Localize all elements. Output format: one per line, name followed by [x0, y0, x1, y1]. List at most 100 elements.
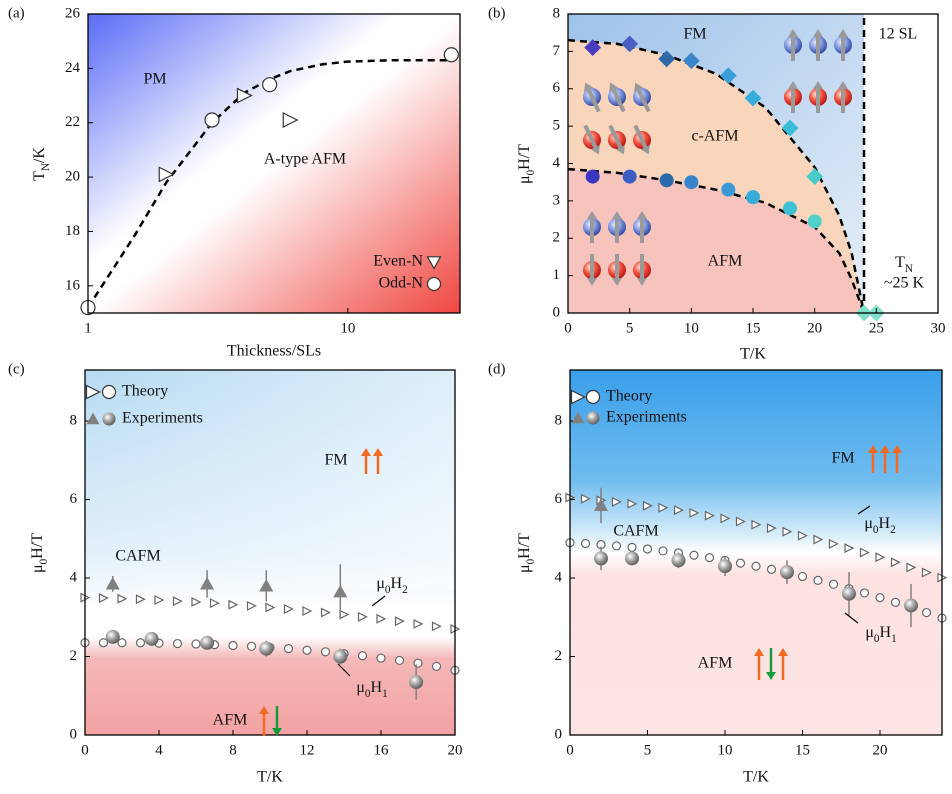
spin-arrow-group — [584, 82, 601, 113]
marker — [658, 50, 676, 68]
marker — [890, 557, 901, 568]
marker — [751, 561, 761, 571]
text-part: 0 — [873, 524, 879, 536]
marker — [265, 602, 276, 613]
spin-arrow-head — [766, 672, 776, 680]
spin-arrow — [586, 87, 601, 113]
marker — [144, 631, 159, 646]
text-part: 0 — [525, 558, 537, 564]
marker — [658, 546, 668, 556]
marker — [689, 507, 700, 518]
text-part: H/T — [516, 144, 533, 170]
marker — [204, 112, 220, 128]
spin-arrow-group — [634, 82, 651, 113]
text-part: 0 — [385, 584, 391, 596]
marker — [622, 169, 637, 184]
marker — [890, 597, 901, 607]
marker — [673, 505, 684, 516]
spin-arrow — [583, 124, 598, 150]
spin-arrow-group — [788, 81, 798, 113]
marker — [394, 655, 405, 666]
marker — [98, 638, 109, 648]
marker — [844, 543, 855, 554]
spin-arrow-group — [813, 81, 823, 113]
boundary-line — [86, 58, 452, 309]
marker — [813, 534, 824, 545]
y-tick-label: 18 — [65, 223, 80, 239]
y-tick-label: 3 — [553, 192, 561, 208]
marker — [571, 411, 585, 424]
annotation: 12 SL — [879, 26, 918, 43]
panel-label: (a) — [8, 5, 25, 21]
marker — [85, 384, 101, 400]
marker — [236, 87, 253, 104]
text-part: N — [905, 263, 913, 275]
spin-arrow — [608, 124, 623, 150]
x-tick-label: 30 — [931, 320, 946, 336]
x-tick-label: 10 — [340, 320, 355, 336]
marker — [135, 638, 146, 648]
marker — [625, 551, 639, 566]
y-tick-label: 2 — [70, 648, 78, 664]
marker — [580, 538, 591, 549]
spin-arrow-group — [612, 211, 622, 243]
text-part: μ — [376, 575, 385, 592]
y-tick-label: 6 — [555, 491, 563, 507]
marker — [431, 661, 442, 671]
spin-arrow-head — [892, 445, 902, 453]
spin-arrow-head — [754, 648, 764, 656]
marker — [585, 389, 601, 405]
spin-arrow-head — [788, 81, 798, 89]
spin-arrow-head — [637, 211, 647, 219]
annotation: c-AFM — [691, 128, 738, 145]
marker — [333, 649, 348, 664]
y-tick-label: 24 — [65, 60, 81, 76]
spin-arrow-head — [813, 81, 823, 89]
y-tick-label: 7 — [553, 43, 561, 59]
marker — [735, 516, 746, 527]
marker — [611, 496, 622, 507]
marker — [580, 493, 591, 504]
y-axis-label: μ0H/T — [29, 533, 50, 573]
text-part: 1 — [382, 688, 388, 700]
marker — [807, 214, 822, 229]
marker — [783, 201, 797, 216]
spin-arrow-group — [637, 211, 647, 243]
marker — [642, 500, 653, 511]
legend-label: Odd-N — [379, 275, 424, 292]
marker — [586, 411, 600, 425]
marker — [735, 558, 746, 568]
marker — [875, 593, 885, 603]
text-part: μ — [29, 564, 46, 573]
marker — [135, 594, 146, 605]
spin-arrow-head — [584, 82, 594, 92]
spin-arrow — [633, 124, 648, 150]
label-pointer — [371, 595, 386, 607]
y-tick-label: 4 — [553, 155, 561, 171]
spin-arrow-head — [788, 29, 798, 37]
marker — [283, 604, 294, 614]
marker — [718, 559, 732, 574]
marker — [642, 544, 653, 554]
marker — [859, 588, 870, 598]
x-tick-label: 16 — [374, 742, 390, 758]
marker — [921, 607, 932, 618]
marker — [105, 576, 120, 590]
marker — [721, 182, 736, 197]
spin-arrow-group — [609, 82, 626, 113]
annotation: CAFM — [115, 548, 160, 565]
spin-arrow-group — [813, 29, 823, 61]
x-tick-label: 0 — [564, 320, 572, 336]
marker — [357, 651, 368, 661]
text-part: T — [895, 254, 905, 271]
y-tick-label: 8 — [70, 412, 78, 428]
y-tick-label: 8 — [555, 412, 563, 428]
text-part: H — [880, 624, 892, 641]
x-tick-label: 15 — [746, 320, 761, 336]
marker — [86, 412, 100, 425]
marker — [746, 190, 760, 205]
text-part: H/T — [29, 533, 46, 559]
spin-arrow-group — [633, 124, 650, 155]
marker — [780, 565, 794, 580]
